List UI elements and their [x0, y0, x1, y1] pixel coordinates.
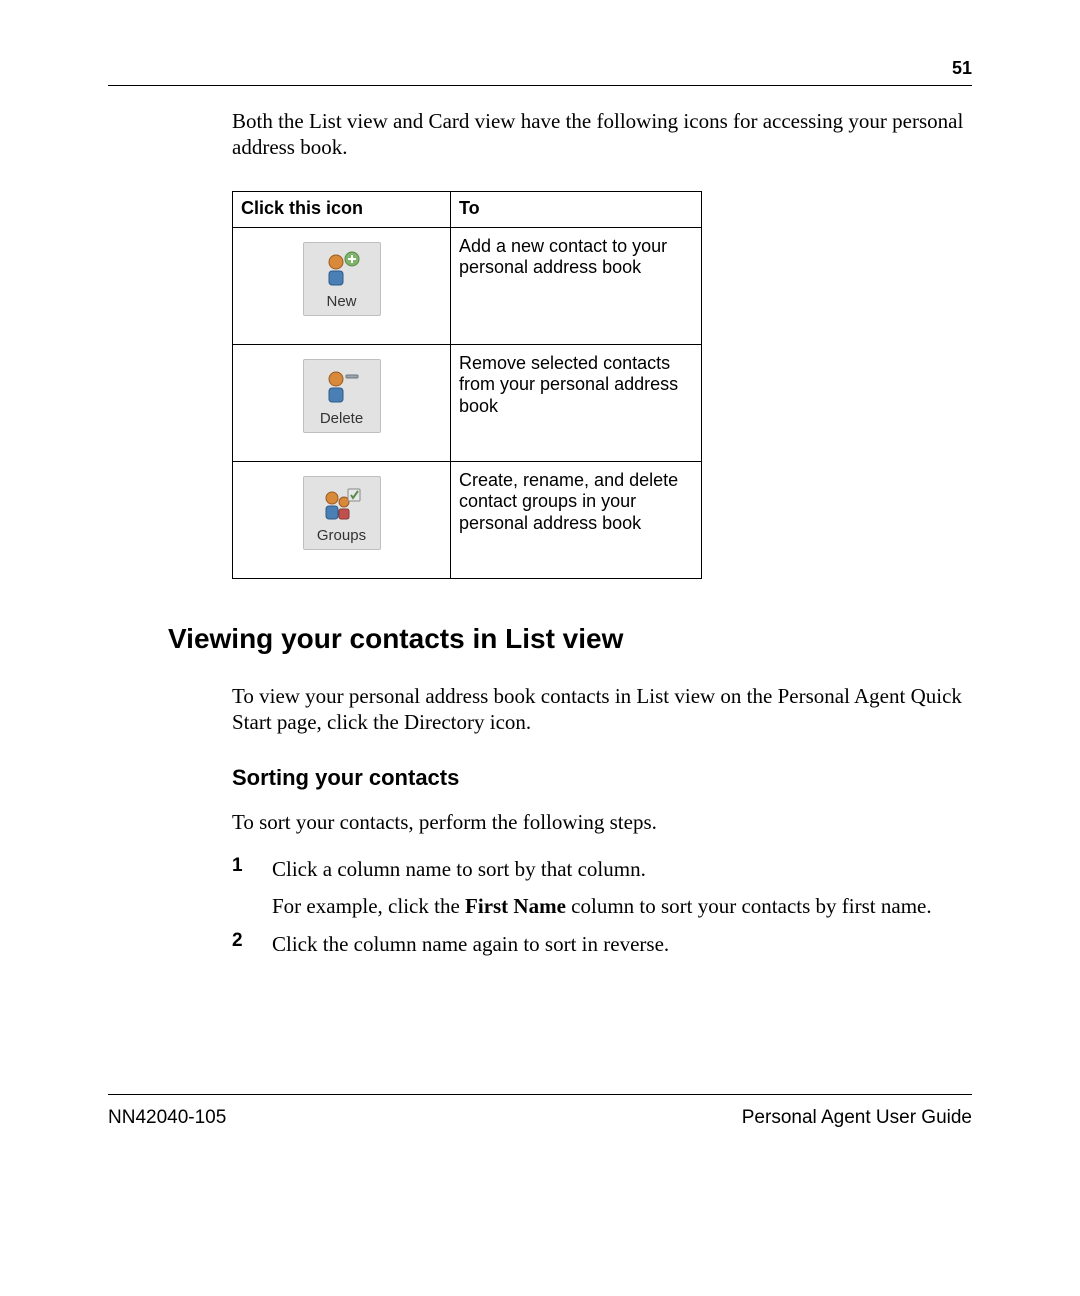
icon-cell-new: New — [233, 227, 451, 344]
delete-contact-icon: Delete — [303, 359, 381, 433]
step-number: 1 — [232, 855, 272, 920]
icon-desc-delete: Remove selected contacts from your perso… — [451, 344, 702, 461]
page-number: 51 — [108, 58, 972, 79]
step-1-sub-pre: For example, click the — [272, 894, 465, 918]
sort-intro: To sort your contacts, perform the follo… — [232, 809, 972, 835]
step-1-sub-bold: First Name — [465, 894, 566, 918]
top-rule — [108, 85, 972, 86]
groups-icon: Groups — [303, 476, 381, 550]
icon-label: New — [326, 293, 356, 310]
footer-doc-id: NN42040-105 — [108, 1107, 226, 1129]
footer-rule — [108, 1094, 972, 1095]
step-text: Click the column name again to sort in r… — [272, 930, 669, 958]
icon-cell-delete: Delete — [233, 344, 451, 461]
intro-paragraph: Both the List view and Card view have th… — [232, 108, 972, 161]
subsection-heading: Sorting your contacts — [232, 765, 972, 791]
step-2: 2 Click the column name again to sort in… — [232, 930, 972, 958]
section-heading: Viewing your contacts in List view — [168, 623, 972, 655]
icon-label: Delete — [320, 410, 363, 427]
table-header-icon: Click this icon — [233, 191, 451, 227]
step-1-main: Click a column name to sort by that colu… — [272, 857, 646, 881]
step-number: 2 — [232, 930, 272, 958]
icon-cell-groups: Groups — [233, 461, 451, 578]
footer-doc-title: Personal Agent User Guide — [742, 1107, 972, 1129]
new-contact-icon: New — [303, 242, 381, 316]
icon-desc-groups: Create, rename, and delete contact group… — [451, 461, 702, 578]
table-header-to: To — [451, 191, 702, 227]
step-1: 1 Click a column name to sort by that co… — [232, 855, 972, 920]
page-content: 51 Both the List view and Card view have… — [108, 58, 972, 968]
icon-table: Click this icon To New Add a new — [232, 191, 702, 579]
step-1-sub-post: column to sort your contacts by first na… — [566, 894, 932, 918]
view-intro: To view your personal address book conta… — [232, 683, 972, 736]
step-text: Click a column name to sort by that colu… — [272, 855, 932, 920]
icon-desc-new: Add a new contact to your personal addre… — [451, 227, 702, 344]
icon-label: Groups — [317, 527, 366, 544]
page-footer: NN42040-105 Personal Agent User Guide — [108, 1094, 972, 1129]
